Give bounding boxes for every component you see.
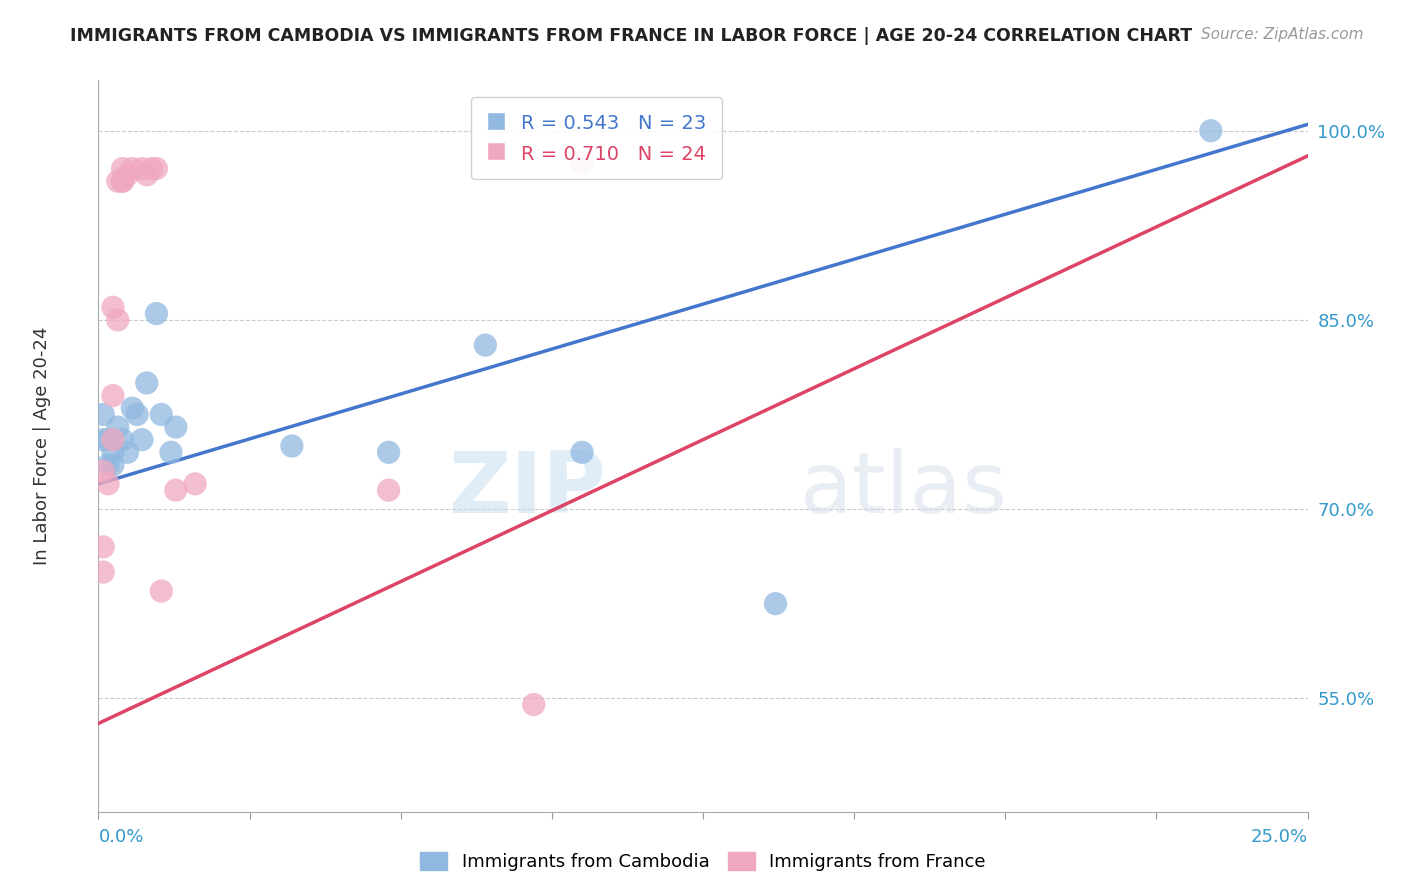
Point xyxy=(571,445,593,459)
Point xyxy=(91,408,114,422)
Point xyxy=(165,483,187,497)
Point xyxy=(150,584,173,599)
Point xyxy=(101,458,124,472)
Point xyxy=(101,300,124,314)
Point xyxy=(97,433,120,447)
Point xyxy=(135,376,157,390)
Point xyxy=(474,338,496,352)
Point xyxy=(184,476,207,491)
Point xyxy=(117,168,139,182)
Point xyxy=(101,388,124,402)
Point xyxy=(281,439,304,453)
Point xyxy=(377,483,399,497)
Point xyxy=(127,408,149,422)
Point xyxy=(145,307,167,321)
Point xyxy=(1199,124,1222,138)
Point xyxy=(571,155,593,169)
Point xyxy=(97,458,120,472)
Point xyxy=(121,401,143,416)
Text: atlas: atlas xyxy=(800,449,1008,532)
Text: 25.0%: 25.0% xyxy=(1250,829,1308,847)
Point xyxy=(91,433,114,447)
Point xyxy=(111,174,134,188)
Text: ZIP: ZIP xyxy=(449,449,606,532)
Point xyxy=(377,445,399,459)
Point xyxy=(160,445,183,459)
Point xyxy=(107,174,129,188)
Point xyxy=(111,433,134,447)
Point xyxy=(91,540,114,554)
Point xyxy=(107,313,129,327)
Point xyxy=(107,420,129,434)
Point xyxy=(141,161,163,176)
Point xyxy=(97,476,120,491)
Point xyxy=(111,161,134,176)
Point xyxy=(121,161,143,176)
Point xyxy=(111,174,134,188)
Point xyxy=(765,597,787,611)
Legend: R = 0.543   N = 23, R = 0.710   N = 24: R = 0.543 N = 23, R = 0.710 N = 24 xyxy=(471,97,723,179)
Point xyxy=(135,168,157,182)
Point xyxy=(523,698,546,712)
Text: 0.0%: 0.0% xyxy=(98,829,143,847)
Legend: Immigrants from Cambodia, Immigrants from France: Immigrants from Cambodia, Immigrants fro… xyxy=(413,845,993,879)
Text: IMMIGRANTS FROM CAMBODIA VS IMMIGRANTS FROM FRANCE IN LABOR FORCE | AGE 20-24 CO: IMMIGRANTS FROM CAMBODIA VS IMMIGRANTS F… xyxy=(70,27,1192,45)
Point xyxy=(131,161,153,176)
Text: In Labor Force | Age 20-24: In Labor Force | Age 20-24 xyxy=(34,326,51,566)
Point xyxy=(91,565,114,579)
Text: Source: ZipAtlas.com: Source: ZipAtlas.com xyxy=(1201,27,1364,42)
Point xyxy=(145,161,167,176)
Point xyxy=(91,464,114,478)
Point xyxy=(101,445,124,459)
Point xyxy=(131,433,153,447)
Point xyxy=(150,408,173,422)
Point xyxy=(101,433,124,447)
Point xyxy=(117,445,139,459)
Point xyxy=(165,420,187,434)
